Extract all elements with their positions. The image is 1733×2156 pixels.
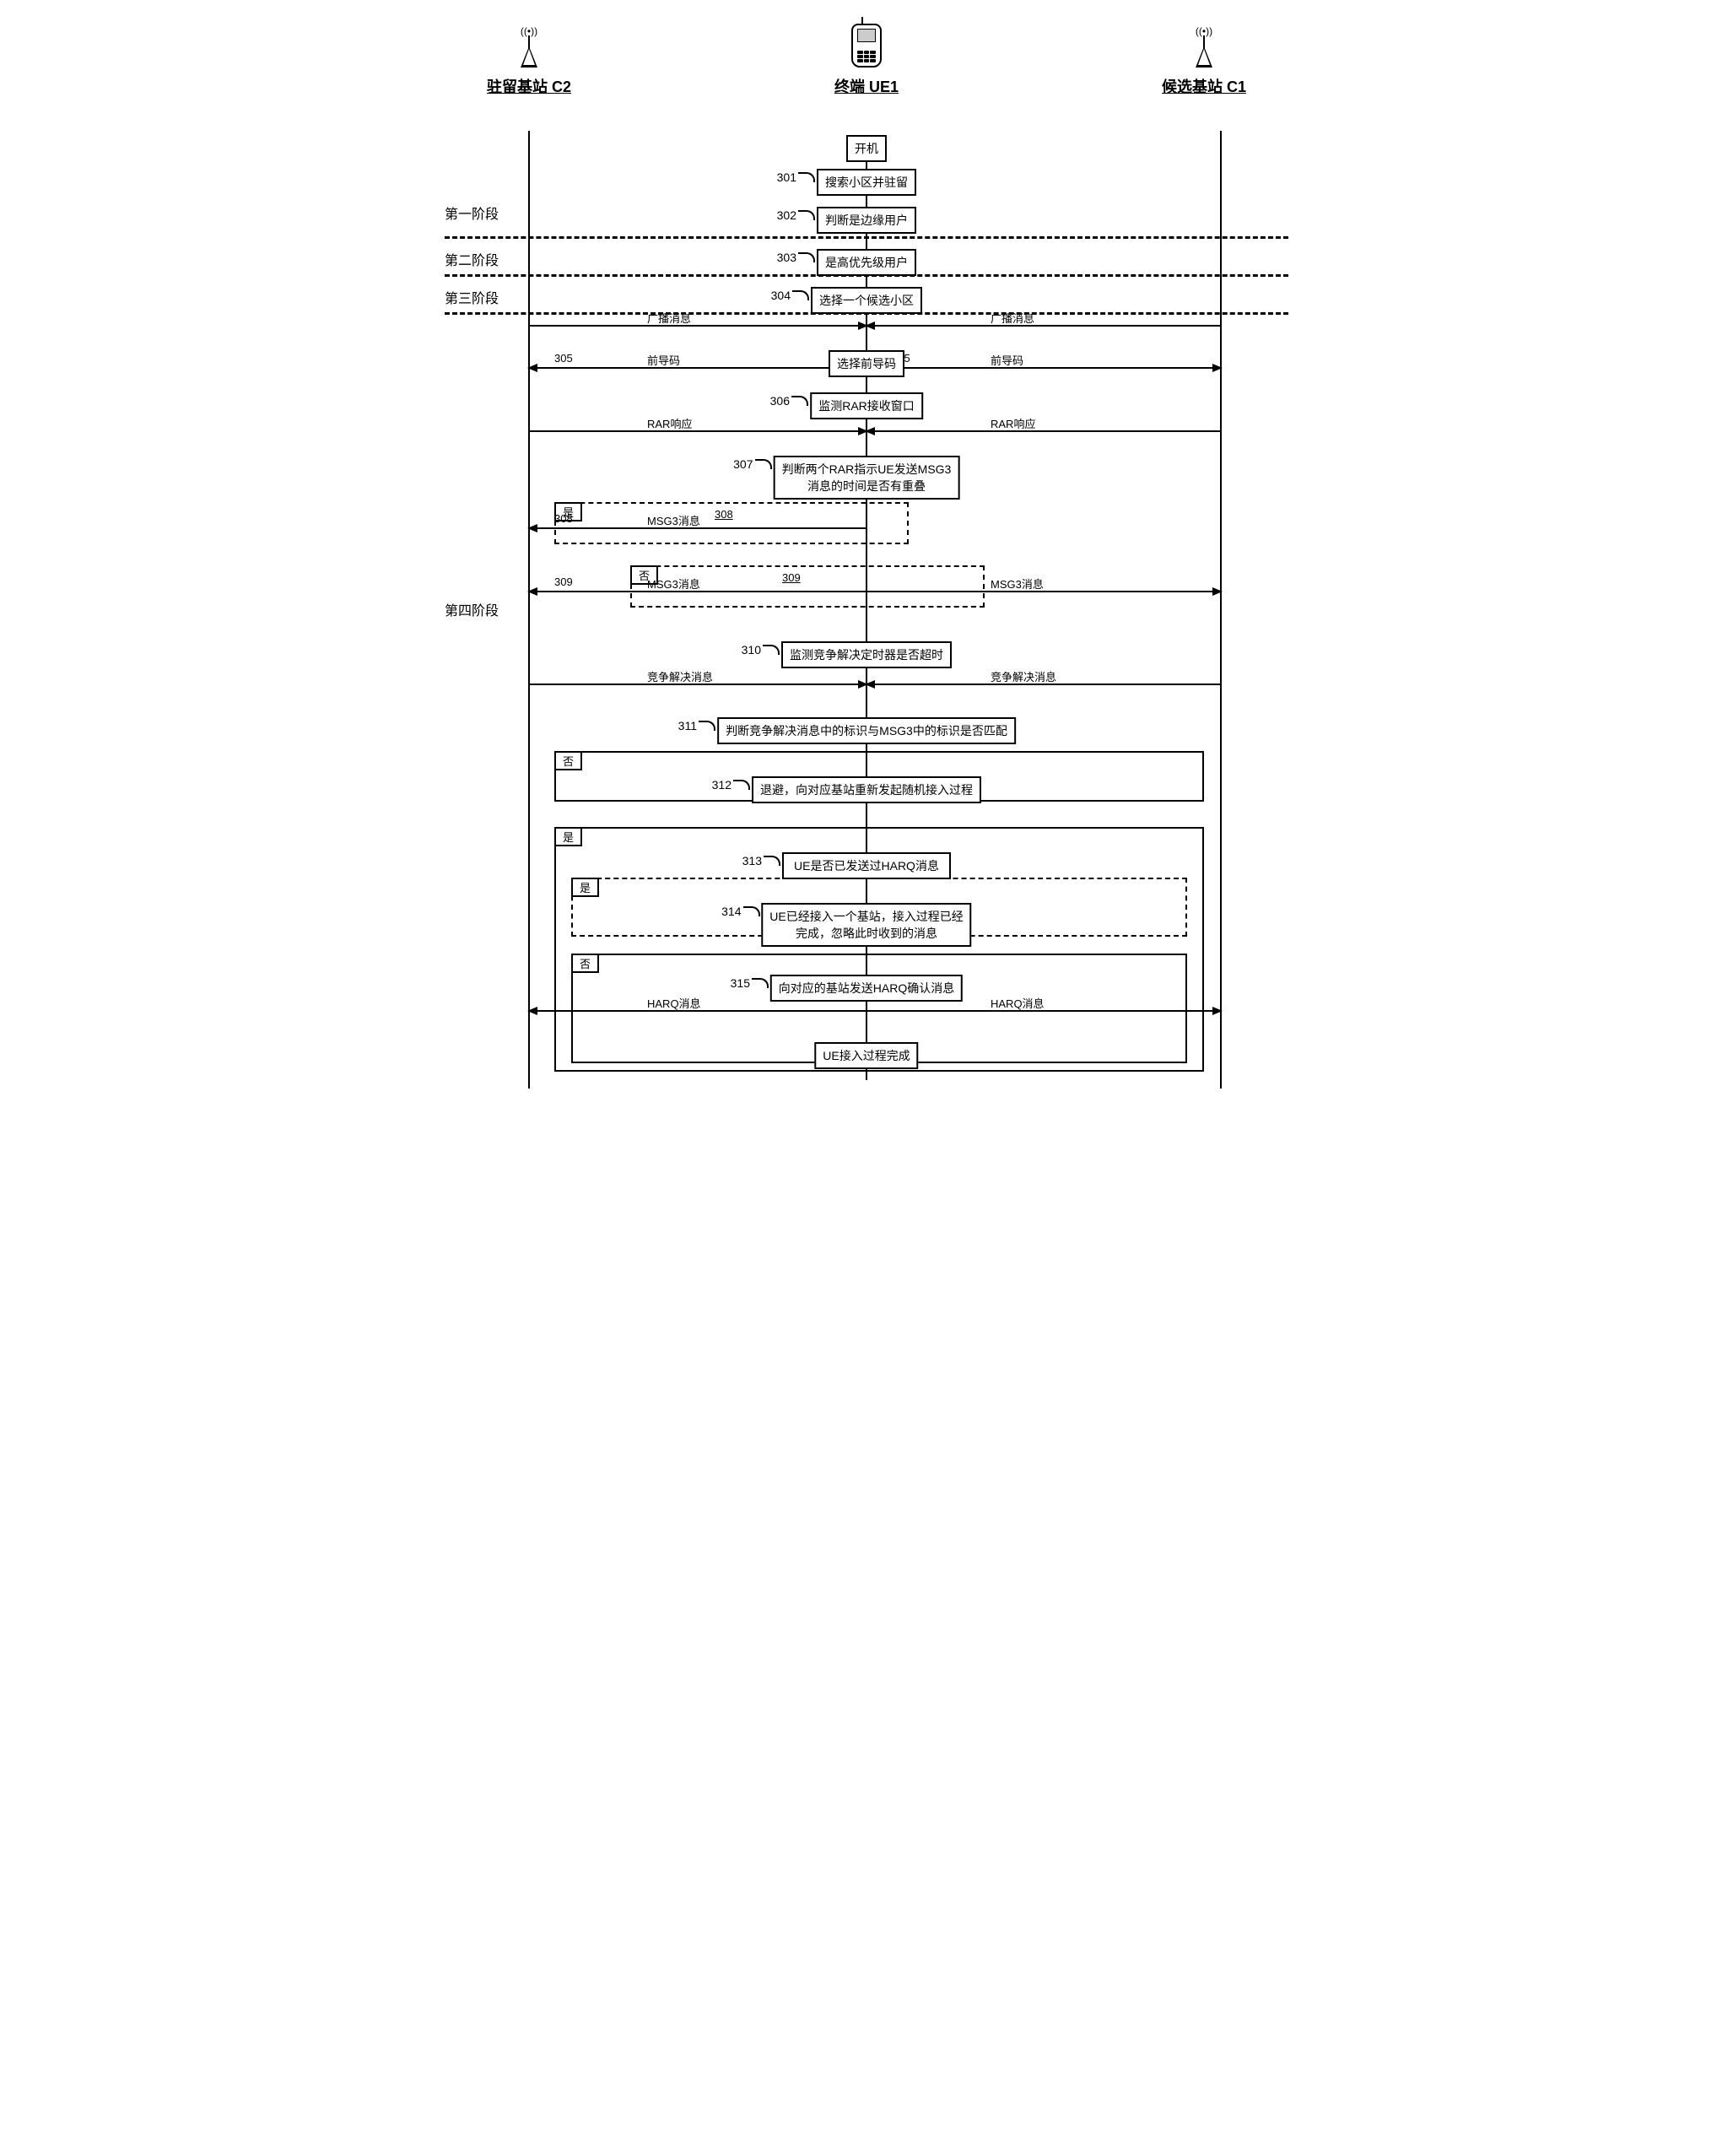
actor-center: 终端 UE1: [816, 17, 917, 97]
message-label: 广播消息: [991, 310, 1034, 326]
branch-tag: 否: [554, 751, 582, 770]
phase-1-label: 第一阶段: [445, 203, 499, 223]
step-s306: 监测RAR接收窗口: [810, 392, 923, 419]
phase-2-label: 第二阶段: [445, 249, 499, 269]
message-arrow: [529, 430, 866, 432]
step-s302: 判断是边缘用户: [817, 207, 916, 234]
phase-4-label: 第四阶段: [445, 599, 499, 619]
step-s301: 搜索小区并驻留: [817, 169, 916, 196]
antenna-icon: ((•)): [1187, 25, 1221, 68]
phone-icon: [851, 17, 882, 68]
message-arrow: [529, 325, 866, 327]
message-label: 竞争解决消息: [647, 668, 713, 684]
header-row: ((•)) 驻留基站 C2 终端 UE1: [445, 17, 1288, 97]
message-label: MSG3消息: [991, 575, 1044, 592]
step-s310: 监测竞争解决定时器是否超时: [781, 641, 952, 668]
step-number: 310: [742, 643, 761, 657]
actor-left: ((•)) 驻留基站 C2: [478, 25, 580, 97]
step-number: 301: [777, 170, 796, 184]
step-s314: UE已经接入一个基站，接入过程已经完成，忽略此时收到的消息: [761, 903, 971, 947]
actor-center-label: 终端 UE1: [816, 75, 917, 97]
message-number: 309: [554, 575, 573, 588]
step-done: UE接入过程完成: [814, 1042, 918, 1069]
phase-3-label: 第三阶段: [445, 287, 499, 307]
step-s303: 是高优先级用户: [817, 249, 916, 276]
message-label: 竞争解决消息: [991, 668, 1056, 684]
message-label: HARQ消息: [991, 995, 1045, 1011]
step-number: 315: [731, 976, 750, 990]
message-label: RAR响应: [647, 415, 692, 431]
message-arrow: [529, 367, 866, 369]
message-arrow: [866, 430, 1221, 432]
step-preamble: 选择前导码: [829, 350, 904, 377]
step-number: 304: [771, 289, 791, 302]
actor-right-label: 候选基站 C1: [1153, 75, 1255, 97]
step-number: 312: [712, 778, 732, 792]
step-number: 302: [777, 208, 796, 222]
message-label: 广播消息: [647, 310, 691, 326]
step-number: 307: [733, 457, 753, 471]
actor-left-label: 驻留基站 C2: [478, 75, 580, 97]
message-label: MSG3消息: [647, 575, 700, 592]
step-number: 303: [777, 251, 796, 264]
message-arrow: [866, 591, 1221, 592]
step-number: 314: [721, 905, 741, 918]
message-label: 前导码: [991, 352, 1023, 368]
step-s315: 向对应的基站发送HARQ确认消息: [770, 975, 963, 1002]
actor-right: ((•)) 候选基站 C1: [1153, 25, 1255, 97]
step-number: 306: [770, 394, 790, 408]
step-number: 313: [742, 854, 762, 867]
step-s304: 选择一个候选小区: [811, 287, 922, 314]
step-power: 开机: [846, 135, 887, 162]
step-s311: 判断竞争解决消息中的标识与MSG3中的标识是否匹配: [717, 717, 1016, 744]
step-number: 311: [678, 719, 697, 732]
message-number: 308: [554, 512, 573, 525]
sequence-diagram: ((•)) 驻留基站 C2 终端 UE1: [445, 17, 1288, 1097]
message-number: 305: [554, 352, 573, 365]
step-308-num: 308: [715, 508, 733, 521]
step-309-num: 309: [782, 571, 801, 584]
message-arrow: [866, 325, 1221, 327]
branch-tag: 否: [571, 954, 599, 973]
branch-tag: 是: [571, 878, 599, 897]
step-s312: 退避，向对应基站重新发起随机接入过程: [752, 776, 981, 803]
message-arrow: [866, 367, 1221, 369]
branch-tag: 是: [554, 827, 582, 846]
step-s313: UE是否已发送过HARQ消息: [782, 852, 951, 879]
antenna-icon: ((•)): [512, 25, 546, 68]
message-label: RAR响应: [991, 415, 1035, 431]
step-s307: 判断两个RAR指示UE发送MSG3消息的时间是否有重叠: [774, 456, 960, 500]
message-label: MSG3消息: [647, 512, 700, 528]
message-label: 前导码: [647, 352, 680, 368]
message-label: HARQ消息: [647, 995, 701, 1011]
